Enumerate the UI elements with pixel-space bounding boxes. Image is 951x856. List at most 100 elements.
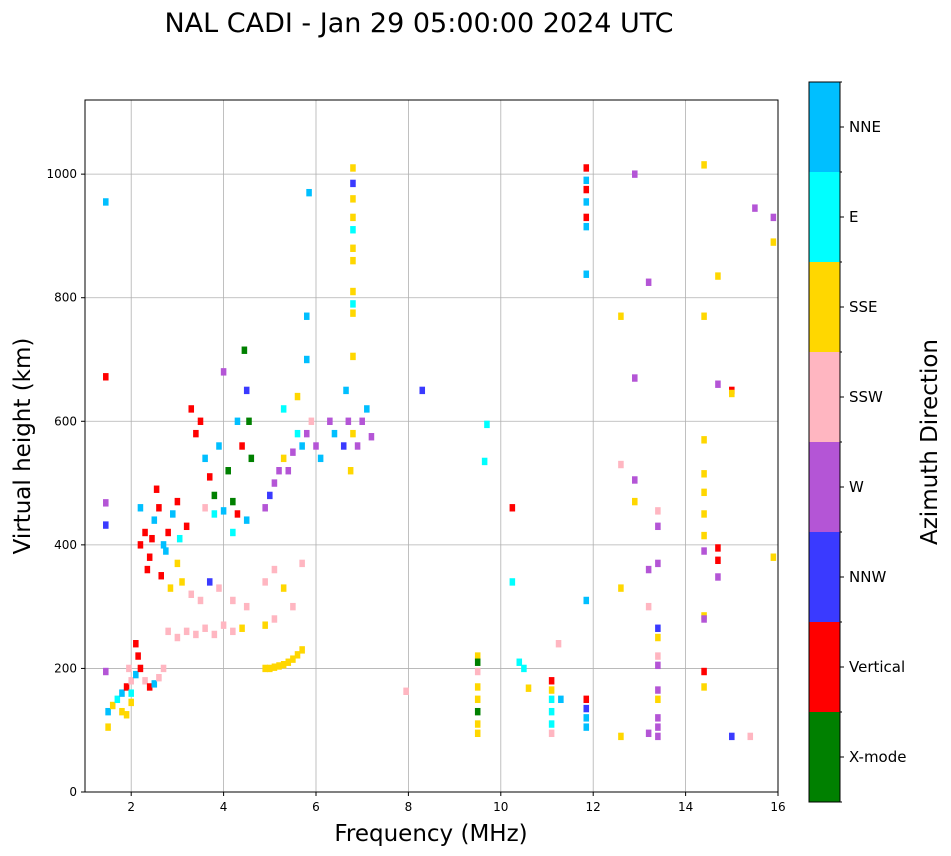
data-point — [142, 528, 148, 537]
data-point — [516, 658, 523, 666]
data-point — [632, 476, 638, 484]
data-point — [202, 624, 208, 632]
data-point — [271, 565, 278, 574]
x-tick-label: 6 — [312, 800, 320, 814]
data-point — [280, 405, 287, 413]
data-point — [558, 695, 564, 704]
data-point — [583, 714, 590, 722]
data-point — [655, 714, 661, 722]
data-point — [294, 429, 301, 438]
data-point — [216, 442, 222, 450]
colorbar-segment — [809, 82, 840, 172]
data-point — [243, 516, 250, 524]
data-point — [123, 711, 130, 719]
data-point — [103, 521, 109, 529]
data-point — [234, 417, 241, 425]
data-point — [474, 729, 481, 738]
data-point — [151, 516, 158, 524]
data-point — [246, 417, 252, 425]
colorbar-tick-label: W — [849, 478, 864, 496]
colorbar-label: Azimuth Direction — [917, 339, 943, 545]
data-point — [583, 222, 590, 231]
data-point — [484, 420, 490, 429]
colorbar-segment — [809, 622, 840, 712]
data-point — [262, 664, 268, 673]
data-point — [216, 584, 222, 592]
data-point — [327, 417, 333, 425]
data-point — [262, 504, 268, 512]
data-point — [105, 707, 111, 716]
data-point — [701, 436, 707, 444]
data-point — [618, 584, 624, 592]
data-point — [202, 504, 208, 512]
data-point — [525, 684, 532, 692]
data-point — [285, 658, 292, 666]
data-point — [715, 556, 721, 565]
data-point — [211, 510, 218, 518]
colorbar-segment — [809, 712, 840, 802]
data-point — [133, 640, 139, 648]
data-point — [313, 442, 319, 450]
data-point — [271, 663, 278, 671]
data-point — [294, 392, 301, 401]
data-point — [701, 161, 707, 169]
data-point — [509, 578, 516, 586]
data-point — [645, 602, 652, 611]
data-point — [267, 491, 273, 500]
data-point — [234, 510, 241, 518]
x-tick-label: 12 — [586, 800, 601, 814]
data-point — [225, 467, 231, 475]
data-point — [230, 528, 236, 537]
data-point — [303, 355, 310, 364]
data-point — [103, 499, 109, 507]
data-point — [645, 729, 652, 738]
data-point — [170, 510, 176, 518]
data-point — [183, 627, 190, 636]
data-point — [655, 633, 661, 642]
data-point — [350, 287, 356, 296]
data-point — [548, 729, 555, 738]
data-point — [193, 429, 199, 438]
data-point — [583, 270, 590, 278]
data-point — [197, 596, 204, 605]
data-point — [103, 198, 109, 206]
data-point — [583, 213, 590, 222]
data-point — [548, 720, 555, 728]
data-point — [280, 454, 287, 463]
data-point — [202, 454, 208, 463]
data-point — [119, 689, 125, 697]
data-point — [174, 559, 181, 568]
data-point — [715, 272, 721, 280]
data-point — [340, 442, 347, 450]
data-point — [701, 531, 707, 540]
data-points — [103, 161, 777, 741]
data-point — [146, 683, 153, 691]
data-point — [276, 467, 282, 475]
data-point — [347, 467, 354, 475]
y-tick-label: 1000 — [46, 167, 77, 181]
x-axis-label: Frequency (MHz) — [334, 821, 527, 847]
data-point — [770, 238, 777, 246]
data-point — [655, 507, 661, 515]
data-point — [151, 680, 158, 688]
data-point — [183, 522, 190, 531]
data-point — [729, 389, 735, 398]
x-tick-label: 16 — [770, 800, 785, 814]
data-point — [158, 572, 164, 580]
data-point — [299, 559, 305, 568]
data-point — [188, 590, 195, 598]
data-point — [359, 417, 365, 425]
data-point — [548, 686, 555, 694]
data-point — [299, 646, 305, 654]
data-point — [583, 164, 590, 172]
data-point — [280, 661, 287, 669]
data-point — [142, 677, 148, 685]
data-point — [474, 683, 481, 691]
data-point — [701, 547, 707, 555]
data-point — [220, 621, 227, 629]
data-point — [350, 300, 356, 308]
data-point — [481, 457, 488, 466]
data-point — [165, 528, 171, 537]
data-point — [211, 630, 218, 639]
